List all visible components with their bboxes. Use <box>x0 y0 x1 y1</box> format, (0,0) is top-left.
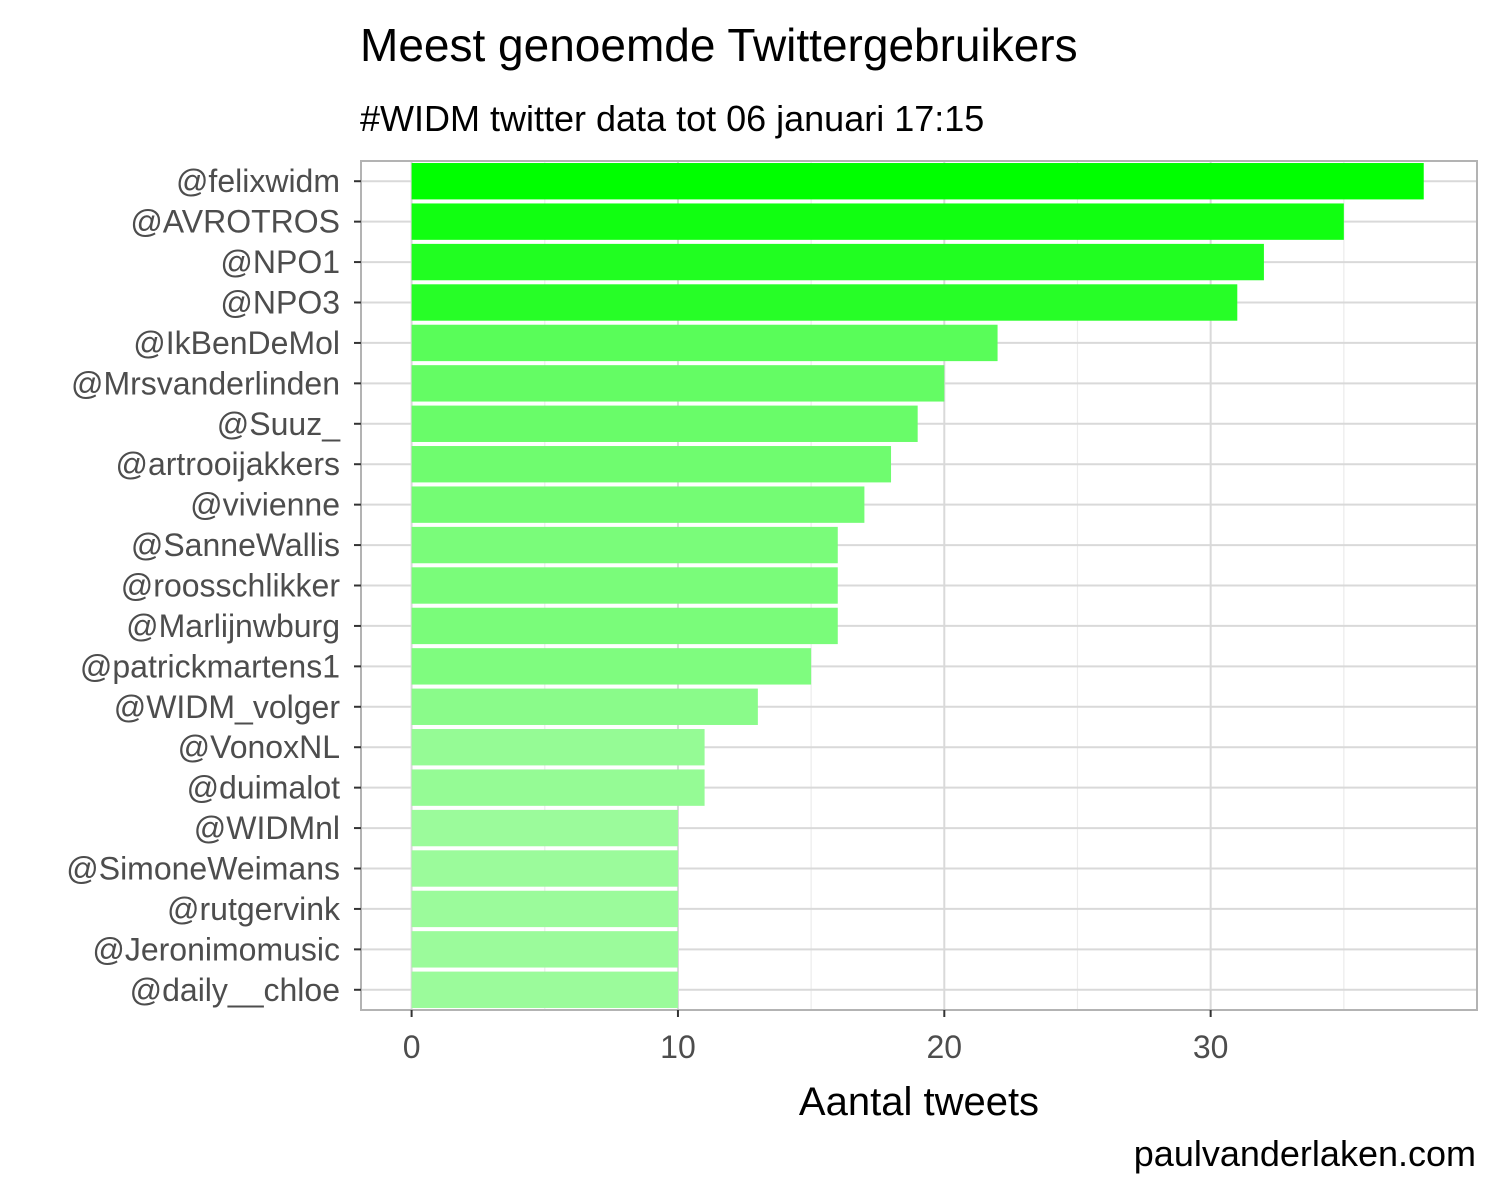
y-tick-label: @patrickmartens1 <box>80 648 340 684</box>
x-axis: 0 10 20 30 <box>403 1010 1229 1065</box>
y-tick-label: @roosschlikker <box>121 568 341 604</box>
chart-title: Meest genoemde Twittergebruikers <box>360 19 1078 71</box>
y-tick-label: @vivienne <box>190 487 340 523</box>
y-tick-label: @NPO3 <box>220 285 340 321</box>
caption: paulvanderlaken.com <box>1133 1133 1476 1174</box>
y-tick-label: @VonoxNL <box>178 729 340 765</box>
bar-patrickmartens1 <box>411 648 812 685</box>
bar-avrotros <box>411 203 1344 240</box>
bar-marlijnwburg <box>411 607 838 645</box>
x-axis-title: Aantal tweets <box>799 1080 1039 1124</box>
x-tick-label: 0 <box>403 1029 421 1065</box>
bar-ikbendemol <box>411 324 998 362</box>
y-tick-label: @felixwidm <box>176 163 340 199</box>
bars <box>411 163 1424 1008</box>
y-tick-label: @NPO1 <box>220 244 340 280</box>
bar-artrooijakkers <box>411 446 892 483</box>
bar-vivienne <box>411 486 865 523</box>
x-tick-label: 30 <box>1193 1029 1229 1065</box>
y-tick-label: @rutgervink <box>167 891 341 927</box>
y-tick-label: @duimalot <box>187 770 341 806</box>
bar-vonoxnl <box>411 729 705 766</box>
bar-rutgervink <box>411 890 678 928</box>
bar-sannewallis <box>411 526 838 564</box>
bar-widm_volger <box>411 688 758 725</box>
bar-duimalot <box>411 769 705 806</box>
x-tick-label: 20 <box>927 1029 963 1065</box>
bar-npo1 <box>411 243 1264 281</box>
y-tick-label: @Marlijnwburg <box>126 608 340 644</box>
y-tick-label: @IkBenDeMol <box>133 325 340 361</box>
y-tick-label: @WIDM_volger <box>114 689 341 725</box>
bar-mrsvanderlinden <box>411 365 945 402</box>
y-tick-label: @daily__chloe <box>130 972 340 1008</box>
x-tick-label: 10 <box>660 1029 696 1065</box>
bar-felixwidm <box>411 163 1424 200</box>
bar-widmnl <box>411 809 678 847</box>
y-axis: @felixwidm @AVROTROS @NPO1 @NPO3 @IkBenDeMol… <box>66 163 361 1008</box>
bar-suuz_ <box>411 405 918 442</box>
bar-npo3 <box>411 284 1238 321</box>
bar-daily__chloe <box>411 971 678 1008</box>
y-tick-label: @SimoneWeimans <box>66 851 340 887</box>
y-tick-label: @artrooijakkers <box>115 446 340 482</box>
chart-subtitle: #WIDM twitter data tot 06 januari 17:15 <box>360 98 985 139</box>
y-tick-label: @SanneWallis <box>131 527 340 563</box>
bar-simoneweimans <box>411 850 678 887</box>
y-tick-label: @Mrsvanderlinden <box>71 365 340 401</box>
bar-roosschlikker <box>411 567 838 604</box>
y-tick-label: @WIDMnl <box>194 810 340 846</box>
y-tick-label: @Jeronimomusic <box>92 931 340 967</box>
y-tick-label: @AVROTROS <box>130 204 340 240</box>
bar-jeronimomusic <box>411 931 678 968</box>
y-tick-label: @Suuz_ <box>217 406 341 442</box>
